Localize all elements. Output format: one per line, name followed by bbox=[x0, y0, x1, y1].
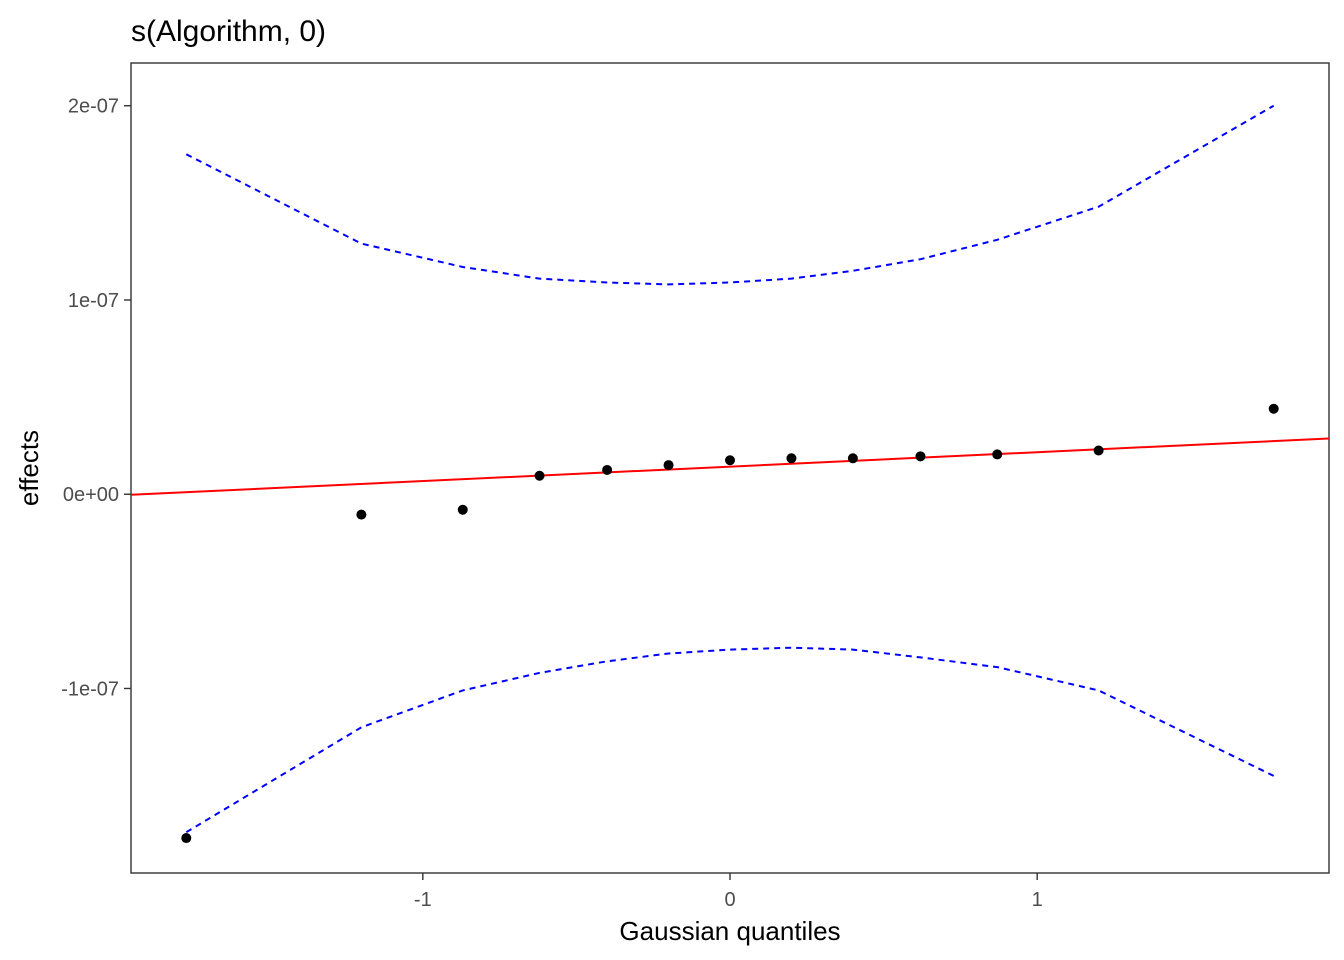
y-axis-title: effects bbox=[14, 430, 44, 506]
data-point bbox=[663, 460, 674, 471]
x-tick-label: -1 bbox=[414, 889, 432, 911]
data-point bbox=[181, 833, 192, 844]
data-point bbox=[847, 453, 858, 464]
data-point bbox=[356, 509, 367, 520]
data-point bbox=[725, 455, 735, 466]
plot-panel bbox=[130, 62, 1330, 874]
y-tick-label: 0e+00 bbox=[63, 484, 119, 506]
data-point bbox=[992, 449, 1003, 460]
data-point bbox=[915, 451, 926, 462]
y-tick-label: 2e-07 bbox=[68, 96, 119, 118]
y-tick-label: -1e-07 bbox=[61, 678, 119, 700]
data-point bbox=[534, 470, 545, 481]
data-point bbox=[786, 453, 797, 464]
plot-marks bbox=[130, 104, 1330, 844]
lower-confidence-band bbox=[185, 646, 1275, 834]
x-tick-label: 1 bbox=[1032, 889, 1043, 911]
reference-line bbox=[130, 437, 1330, 496]
data-point bbox=[602, 464, 613, 475]
chart-title: s(Algorithm, 0) bbox=[131, 15, 326, 48]
upper-confidence-band bbox=[185, 104, 1275, 286]
y-tick-label: 1e-07 bbox=[68, 290, 119, 312]
x-tick-label: 0 bbox=[724, 889, 735, 911]
y-axis: -1e-07 0e+00 1e-07 2e-07 bbox=[61, 96, 131, 700]
data-point bbox=[457, 504, 468, 515]
data-point bbox=[1093, 445, 1104, 456]
data-point bbox=[1268, 403, 1279, 414]
x-axis: -1 0 1 bbox=[414, 873, 1043, 911]
x-axis-title: Gaussian quantiles bbox=[619, 916, 840, 946]
